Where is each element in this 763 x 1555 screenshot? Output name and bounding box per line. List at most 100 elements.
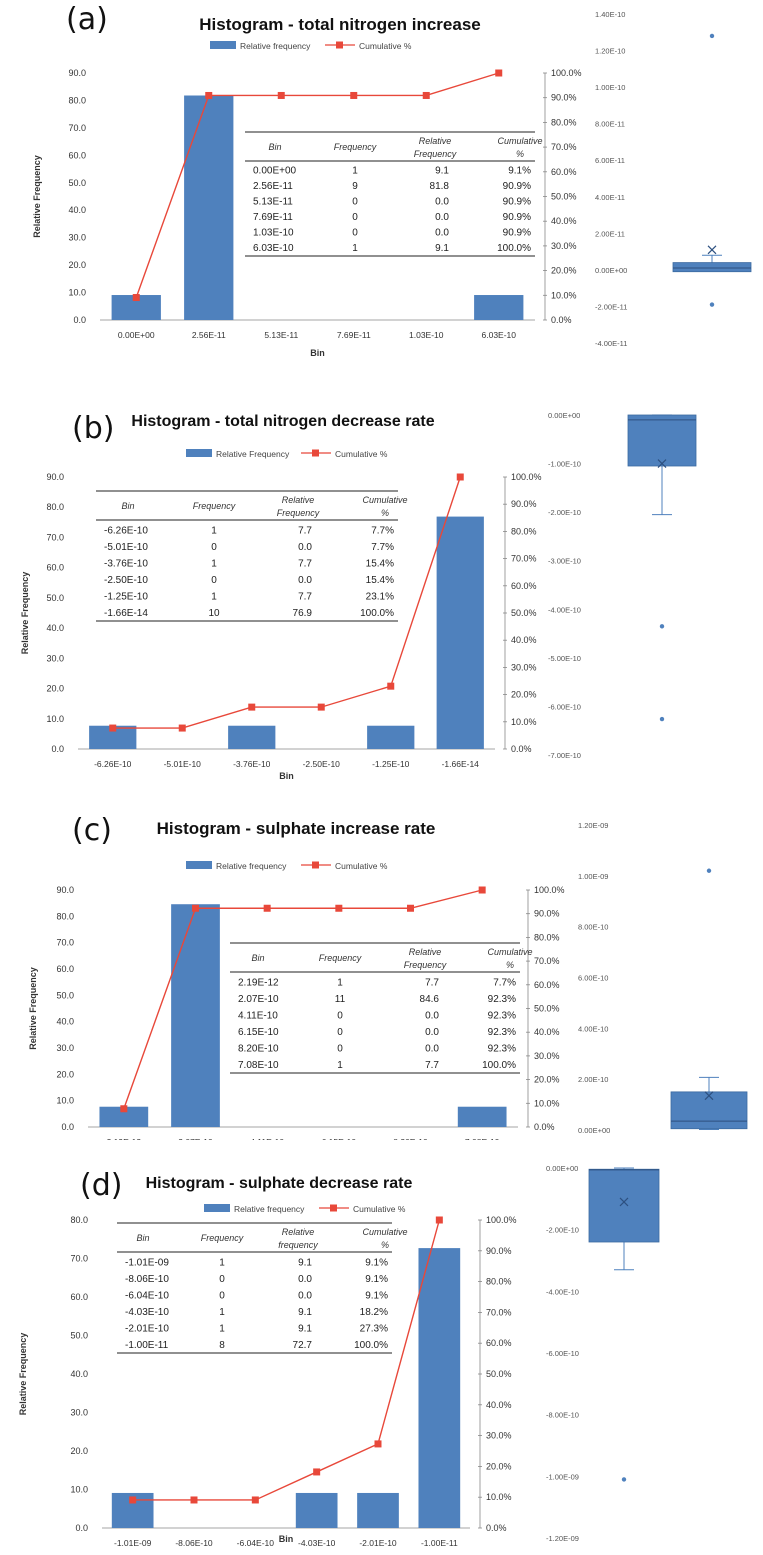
cumulative-point <box>190 1496 198 1504</box>
table-cell-frequency: 0 <box>337 1011 343 1022</box>
table-header: Frequency <box>201 1233 244 1243</box>
panel-a: (a) Histogram - total nitrogen increase R… <box>0 0 763 385</box>
chart-title: Histogram - sulphate decrease rate <box>146 1175 413 1192</box>
histogram-chart-d: Histogram - sulphate decrease rate Relati… <box>18 1164 660 1548</box>
table-cell-cumulative: 9.1% <box>508 166 531 177</box>
table-cell-cumulative: 100.0% <box>360 608 394 619</box>
y2-tick-label: 10.0% <box>551 290 577 300</box>
x-tick-label: -4.03E-10 <box>298 1538 336 1548</box>
table-header: % <box>516 149 524 159</box>
table-cell-cumulative: 100.0% <box>354 1340 388 1351</box>
cumulative-point <box>263 904 271 912</box>
cumulative-point <box>350 91 358 99</box>
box-outlier <box>709 302 715 307</box>
table-cell-relative-frequency: 84.6 <box>420 994 440 1005</box>
y2-tick-label: 40.0% <box>551 216 577 226</box>
y-tick-label: 10.0 <box>56 1096 74 1106</box>
legend-label-cumulative: Cumulative % <box>335 449 388 459</box>
table-cell-relative-frequency: 7.7 <box>425 1060 439 1071</box>
x-tick-label: 1.03E-10 <box>409 330 444 340</box>
y-axis-label: Relative Frequency <box>32 155 42 238</box>
box-axis-tick-label: -2.00E-11 <box>595 302 627 311</box>
legend-bar-swatch <box>204 1204 230 1212</box>
table-cell-cumulative: 7.7% <box>371 526 394 537</box>
cumulative-point <box>251 1496 259 1504</box>
table-cell-relative-frequency: 76.9 <box>293 608 313 619</box>
table-header: frequency <box>278 1240 318 1250</box>
table-cell-cumulative: 92.3% <box>488 1011 516 1022</box>
x-axis-label: Bin <box>310 348 325 358</box>
y2-tick-label: 0.0% <box>511 744 532 754</box>
bar <box>457 1106 507 1127</box>
bar <box>357 1492 399 1528</box>
cumulative-point <box>374 1440 382 1448</box>
table-cell-frequency: 1 <box>211 526 217 537</box>
chart-title: Histogram - total nitrogen decrease rate <box>131 413 434 430</box>
x-tick-label: -1.25E-10 <box>372 759 410 769</box>
x-tick-label: -8.06E-10 <box>175 1538 213 1548</box>
table-cell-relative-frequency: 9.1 <box>435 166 449 177</box>
table-header: Frequency <box>277 508 320 518</box>
y2-tick-label: 20.0% <box>534 1075 560 1085</box>
table-cell-bin: 2.07E-10 <box>238 994 279 1005</box>
table-cell-bin: 7.08E-10 <box>238 1060 279 1071</box>
y-tick-label: 40.0 <box>70 1369 88 1379</box>
y-tick-label: 60.0 <box>70 1292 88 1302</box>
box-axis-tick-label: 0.00E+00 <box>548 411 580 420</box>
table-cell-cumulative: 92.3% <box>488 1027 516 1038</box>
y-tick-label: 40.0 <box>46 623 64 633</box>
legend-bar-swatch <box>186 861 212 869</box>
y-tick-label: 50.0 <box>56 990 74 1000</box>
table-cell-bin: 1.03E-10 <box>253 228 294 239</box>
box-outlier <box>706 868 712 873</box>
y-tick-label: 80.0 <box>68 95 86 105</box>
table-cell-frequency: 1 <box>352 166 358 177</box>
bar <box>367 725 415 749</box>
table-cell-frequency: 1 <box>211 592 217 603</box>
table-cell-cumulative: 27.3% <box>360 1324 388 1335</box>
y-tick-label: 0.0 <box>61 1122 74 1132</box>
cumulative-point <box>313 1468 321 1476</box>
y2-tick-label: 80.0% <box>534 932 560 942</box>
box-axis-tick-label: -6.00E-10 <box>548 702 581 711</box>
table-cell-bin: -1.25E-10 <box>104 592 148 603</box>
x-tick-label: 0.00E+00 <box>118 330 155 340</box>
y2-tick-label: 60.0% <box>551 167 577 177</box>
table-cell-frequency: 10 <box>208 608 220 619</box>
cumulative-point <box>317 703 325 711</box>
table-header: Frequency <box>193 501 236 511</box>
table-cell-frequency: 8 <box>219 1340 225 1351</box>
y-tick-label: 20.0 <box>68 260 86 270</box>
table-cell-cumulative: 15.4% <box>366 559 394 570</box>
bar <box>228 725 276 749</box>
table-cell-bin: -5.01E-10 <box>104 542 148 553</box>
box-axis-tick-label: -4.00E-10 <box>546 1287 579 1296</box>
x-tick-label: -5.01E-10 <box>164 759 202 769</box>
table-header: Cumulative <box>497 136 542 146</box>
table-header: Relative <box>419 136 452 146</box>
y-tick-label: 70.0 <box>46 532 64 542</box>
bar <box>89 725 137 749</box>
x-tick-label: -6.04E-10 <box>237 1538 275 1548</box>
legend-marker-swatch <box>312 449 319 457</box>
box-axis-tick-label: 1.00E-09 <box>578 872 608 881</box>
table-cell-cumulative: 90.9% <box>503 181 531 192</box>
panel-c: (c) Histogram - sulphate increase rate Re… <box>0 785 763 1163</box>
table-header: Frequency <box>404 960 447 970</box>
table-cell-frequency: 0 <box>352 197 358 208</box>
table-cell-cumulative: 9.1% <box>365 1258 388 1269</box>
table-cell-frequency: 1 <box>219 1258 225 1269</box>
bar <box>171 904 220 1127</box>
box-axis-tick-label: 2.00E-11 <box>595 229 625 238</box>
table-cell-relative-frequency: 7.7 <box>425 978 439 989</box>
table-cell-relative-frequency: 9.1 <box>298 1307 312 1318</box>
table-cell-relative-frequency: 0.0 <box>425 1027 439 1038</box>
x-axis-label: Bin <box>279 771 294 781</box>
y2-tick-label: 10.0% <box>511 717 537 727</box>
y2-tick-label: 40.0% <box>534 1027 560 1037</box>
y2-tick-label: 10.0% <box>486 1492 512 1502</box>
y2-tick-label: 80.0% <box>486 1277 512 1287</box>
legend-label-cumulative: Cumulative % <box>353 1204 406 1214</box>
cumulative-point <box>132 294 140 302</box>
table-cell-relative-frequency: 0.0 <box>298 1291 312 1302</box>
